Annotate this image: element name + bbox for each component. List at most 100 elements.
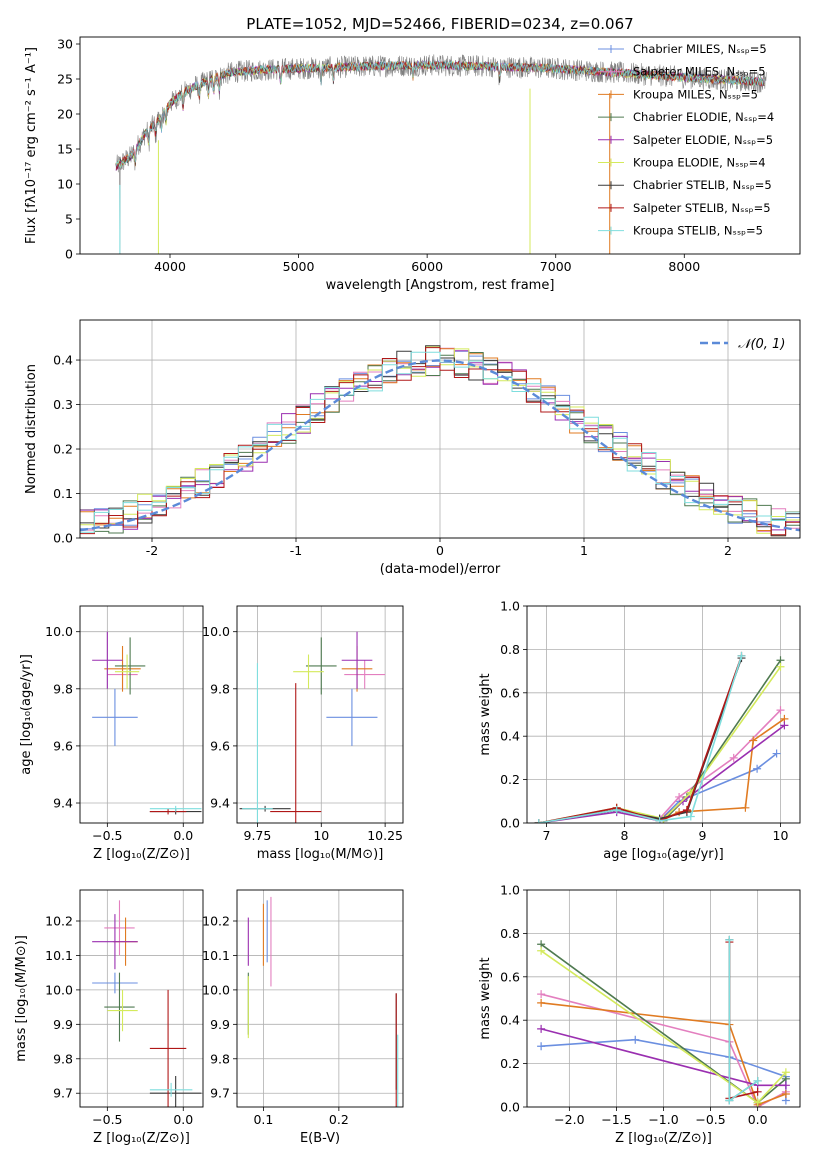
y-tick-label: 5 (65, 212, 73, 227)
line-series (538, 709, 782, 823)
y-tick-label: 10.1 (45, 948, 73, 963)
y-axis-label: mass weight (478, 957, 493, 1039)
axes-frame (236, 889, 404, 1108)
data-point-marker (725, 935, 734, 944)
data-point-marker (682, 805, 691, 814)
errorbar-point (107, 989, 138, 1032)
line-series (538, 659, 782, 823)
errorbar-point (92, 972, 138, 994)
x-tick-label: 7 (543, 828, 551, 843)
y-tick-label: 0.6 (500, 969, 520, 984)
y-tick-label: 10.2 (202, 914, 230, 929)
legend-entry: Chabrier STELIB, Nₛₛₚ=5 (633, 178, 772, 192)
x-axis-label: wavelength [Angstrom, rest frame] (326, 278, 555, 293)
y-tick-label: 10.2 (45, 914, 73, 929)
y-axis-label: Flux [fλ10⁻¹⁷ erg cm⁻² s⁻¹ A⁻¹] (24, 47, 39, 244)
axes-frame (79, 889, 204, 1108)
data-point-marker (631, 1035, 640, 1044)
x-tick-label: 6000 (411, 259, 443, 274)
x-tick-label: 0.2 (329, 1112, 349, 1127)
errorbar-point (114, 654, 140, 689)
x-tick-label: −0.5 (92, 1112, 122, 1127)
y-tick-label: 0.0 (500, 816, 520, 831)
y-tick-label: 10.0 (45, 624, 73, 639)
y-tick-label: 0.2 (500, 1056, 520, 1071)
y-axis-label: mass weight (478, 673, 493, 755)
legend-entry: Kroupa STELIB, Nₛₛₚ=5 (633, 224, 763, 238)
y-axis-label: age [log₁₀(age/yr)] (19, 654, 34, 775)
errorbar-point (293, 654, 324, 689)
x-tick-label: −0.5 (92, 828, 122, 843)
data-point-marker (776, 706, 785, 715)
errorbar-point (104, 972, 135, 1042)
legend-entry: Chabrier MILES, Nₛₛₚ=5 (633, 42, 767, 56)
data-point-marker (780, 721, 789, 730)
x-tick-label: 8000 (668, 259, 700, 274)
errorbar-point (344, 660, 386, 689)
axes-frame (79, 36, 801, 255)
y-tick-label: 0.2 (53, 442, 73, 457)
x-tick-label: 9 (699, 828, 707, 843)
data-point-marker (675, 792, 684, 801)
line-series-group (534, 651, 789, 823)
x-tick-label: 1 (580, 543, 588, 558)
y-tick-label: 15 (57, 142, 73, 157)
y-tick-label: 1.0 (500, 599, 520, 614)
x-tick-label: −1.0 (648, 1112, 678, 1127)
data-point-marker (537, 1042, 546, 1051)
data-point-marker (776, 662, 785, 671)
errorbar-point (92, 688, 138, 746)
mass-vs-z-panel: −0.5 0.0 9.7 9.8 9.9 10.0 10.1 10.2 Z [log₁₀(Z/Z… (14, 889, 204, 1146)
data-point-marker (753, 1087, 762, 1096)
x-tick-label: 4000 (154, 259, 186, 274)
y-tick-label: 0.0 (53, 531, 73, 546)
y-tick-label: 9.9 (53, 1017, 73, 1032)
legend-entry: Salpeter MILES, Nₛₛₚ=5 (633, 65, 766, 79)
x-tick-label: 0 (436, 543, 444, 558)
y-tick-label: 9.9 (210, 1017, 230, 1032)
y-tick-label: 9.6 (53, 738, 73, 753)
y-tick-label: 10.1 (202, 948, 230, 963)
y-tick-label: 9.6 (210, 738, 230, 753)
axes-frame (526, 605, 801, 824)
legend-entry: 𝒩(0, 1) (738, 337, 785, 352)
axes-frame (526, 889, 801, 1108)
data-point-marker (655, 816, 664, 823)
y-axis-label: Normed distribution (24, 364, 39, 494)
mass-vs-ebv-panel: 0.1 0.2 9.7 9.8 9.9 10.0 10.1 10.2 E(B-V) (202, 889, 404, 1146)
spectrum-model-line (115, 60, 765, 171)
errorbar-point (92, 631, 123, 689)
line-series-group (537, 935, 790, 1107)
x-axis-label: Z [log₁₀(Z/Z⊙)] (93, 847, 190, 862)
y-tick-label: 10.0 (202, 982, 230, 997)
x-tick-label: 10.25 (367, 828, 403, 843)
data-point-marker (781, 1081, 790, 1090)
data-point-marker (612, 805, 621, 814)
mass-weight-vs-age-panel: 7 8 9 10 0.0 0.2 0.4 0.6 0.8 1.0 age [log₁₀(age/yr… (478, 599, 801, 862)
y-tick-label: 0 (65, 247, 73, 262)
errorbar-point (104, 645, 141, 692)
errorbar-point (305, 637, 337, 695)
data-point-marker (749, 736, 758, 745)
age-vs-mass-panel: 9.75 10 10.25 9.4 9.6 9.8 10.0 mass [log₁₀(M/M⊙… (202, 605, 404, 862)
y-tick-label: 10.0 (202, 624, 230, 639)
x-tick-label: 0.0 (173, 828, 193, 843)
line-series (538, 752, 778, 823)
y-tick-label: 10.0 (45, 982, 73, 997)
x-axis-label: mass [log₁₀(M/M⊙)] (257, 847, 384, 862)
y-tick-label: 20 (57, 107, 73, 122)
errorbar-point (341, 631, 373, 689)
y-tick-label: 0.2 (500, 772, 520, 787)
x-tick-label: −1.5 (601, 1112, 631, 1127)
data-point-marker (781, 1068, 790, 1077)
x-tick-label: −2.0 (554, 1112, 584, 1127)
x-tick-label: 5000 (283, 259, 315, 274)
errorbar-points (92, 631, 202, 815)
errorbar-point (149, 1076, 202, 1107)
spectrum-lines (115, 54, 767, 254)
y-tick-label: 0.8 (500, 642, 520, 657)
y-tick-label: 1.0 (500, 883, 520, 898)
x-tick-label: 8 (621, 828, 629, 843)
y-tick-label: 10 (57, 177, 73, 192)
